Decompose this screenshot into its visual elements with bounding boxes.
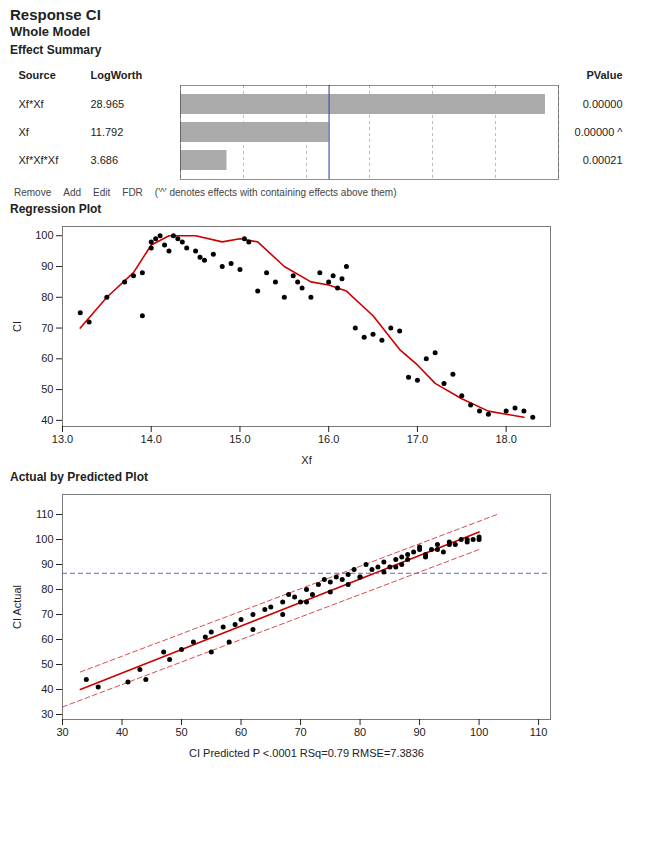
svg-text:PValue: PValue bbox=[586, 69, 622, 81]
html-text:Edit: Edit bbox=[93, 187, 111, 198]
svg-text:0.00000 ^: 0.00000 ^ bbox=[575, 126, 624, 138]
svg-text:60: 60 bbox=[41, 352, 53, 364]
svg-text:110: 110 bbox=[36, 508, 54, 520]
svg-text:100: 100 bbox=[470, 726, 488, 738]
svg-text:0.00021: 0.00021 bbox=[583, 154, 623, 166]
svg-text:110: 110 bbox=[530, 726, 548, 738]
svg-text:3.686: 3.686 bbox=[91, 154, 119, 166]
svg-text:60: 60 bbox=[41, 633, 53, 645]
html-text:('^' denotes effects with cont: ('^' denotes effects with containing eff… bbox=[154, 187, 397, 198]
svg-text:Xf: Xf bbox=[19, 126, 30, 138]
svg-text:CI Predicted P <.0001 RSq=0.79: CI Predicted P <.0001 RSq=0.79 RMSE=7.38… bbox=[189, 747, 424, 759]
svg-text:Source: Source bbox=[19, 69, 56, 81]
svg-text:15.0: 15.0 bbox=[229, 433, 250, 445]
html-text:FDR: FDR bbox=[122, 187, 143, 198]
svg-text:70: 70 bbox=[41, 322, 53, 334]
svg-text:16.0: 16.0 bbox=[318, 433, 339, 445]
svg-text:80: 80 bbox=[354, 726, 366, 738]
svg-text:11.792: 11.792 bbox=[91, 126, 124, 138]
svg-text:Xf: Xf bbox=[301, 454, 312, 466]
svg-text:Xf*Xf: Xf*Xf bbox=[19, 98, 45, 110]
svg-text:30: 30 bbox=[56, 726, 68, 738]
html-text:Effect Summary: Effect Summary bbox=[10, 43, 102, 57]
svg-text:90: 90 bbox=[413, 726, 425, 738]
svg-text:Xf*Xf*Xf: Xf*Xf*Xf bbox=[19, 154, 60, 166]
svg-text:CI: CI bbox=[11, 321, 23, 332]
svg-text:28.965: 28.965 bbox=[91, 98, 125, 110]
svg-text:17.0: 17.0 bbox=[407, 433, 428, 445]
svg-text:30: 30 bbox=[41, 708, 53, 720]
svg-text:90: 90 bbox=[41, 260, 53, 272]
svg-text:14.0: 14.0 bbox=[141, 433, 162, 445]
svg-text:100: 100 bbox=[35, 229, 53, 241]
svg-text:100: 100 bbox=[35, 533, 53, 545]
svg-text:80: 80 bbox=[41, 291, 53, 303]
svg-text:70: 70 bbox=[294, 726, 306, 738]
svg-text:70: 70 bbox=[41, 608, 53, 620]
svg-text:50: 50 bbox=[175, 726, 187, 738]
svg-text:50: 50 bbox=[41, 658, 53, 670]
svg-text:0.00000: 0.00000 bbox=[583, 98, 623, 110]
svg-text:40: 40 bbox=[41, 414, 53, 426]
html-text:Regression Plot: Regression Plot bbox=[10, 202, 102, 216]
svg-text:40: 40 bbox=[116, 726, 128, 738]
svg-text:LogWorth: LogWorth bbox=[91, 69, 143, 81]
svg-text:60: 60 bbox=[235, 726, 247, 738]
svg-text:40: 40 bbox=[41, 683, 53, 695]
html-text:Actual by Predicted Plot: Actual by Predicted Plot bbox=[10, 470, 148, 484]
html-text:Add: Add bbox=[63, 187, 81, 198]
svg-text:13.0: 13.0 bbox=[52, 433, 73, 445]
svg-text:90: 90 bbox=[41, 558, 53, 570]
html-text:Response CI: Response CI bbox=[10, 6, 101, 23]
svg-text:18.0: 18.0 bbox=[495, 433, 516, 445]
svg-text:80: 80 bbox=[41, 583, 53, 595]
svg-text:CI Actual: CI Actual bbox=[11, 585, 23, 629]
html-text:Remove: Remove bbox=[14, 187, 52, 198]
svg-text:50: 50 bbox=[41, 383, 53, 395]
html-text:Whole Model: Whole Model bbox=[10, 24, 91, 39]
